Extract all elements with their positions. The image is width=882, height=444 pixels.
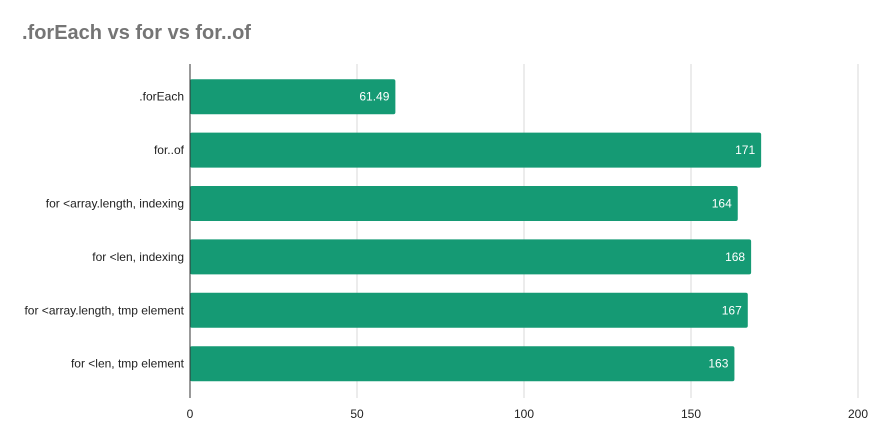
category-label: for..of (154, 143, 185, 157)
bar (190, 239, 752, 275)
data-label: 163 (708, 357, 728, 371)
category-label: for <array.length, tmp element (24, 303, 184, 317)
category-label: for <array.length, indexing (46, 197, 184, 211)
x-tick-label: 150 (681, 407, 701, 421)
bar (190, 186, 738, 221)
category-label: for <len, indexing (92, 250, 184, 264)
data-label: 168 (725, 250, 745, 264)
category-label: for <len, tmp element (71, 357, 185, 371)
category-label: .forEach (139, 90, 184, 104)
chart-title: .forEach vs for vs for..of (22, 22, 251, 44)
data-label: 171 (735, 143, 755, 157)
bar (190, 346, 735, 382)
data-label: 164 (712, 197, 732, 211)
data-label: 61.49 (359, 90, 389, 104)
x-tick-label: 0 (187, 407, 194, 421)
data-label: 167 (722, 303, 742, 317)
bar (190, 292, 748, 328)
bar (190, 79, 396, 115)
bar (190, 132, 762, 168)
x-tick-label: 50 (350, 407, 364, 421)
x-tick-label: 100 (514, 407, 534, 421)
x-tick-label: 200 (848, 407, 868, 421)
